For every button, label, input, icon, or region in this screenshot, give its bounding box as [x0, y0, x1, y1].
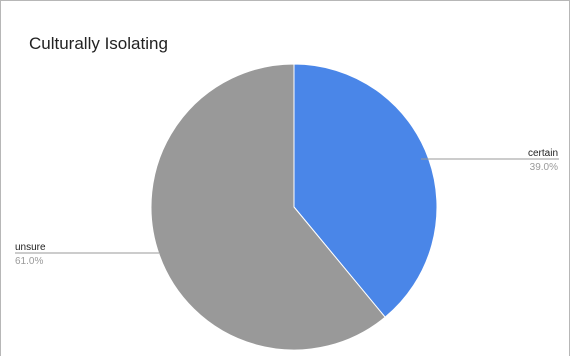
pie-slice-unsure[interactable] — [150, 63, 386, 351]
slice-label-unsure: unsure — [15, 242, 46, 253]
slice-labels: certain 39.0% unsure 61.0% — [15, 148, 559, 267]
slice-label-certain: certain — [528, 148, 558, 159]
slice-percent-certain: 39.0% — [530, 162, 558, 173]
chart-title: Culturally Isolating — [29, 34, 168, 53]
pie-slices — [150, 63, 438, 351]
slice-percent-unsure: 61.0% — [15, 256, 43, 267]
